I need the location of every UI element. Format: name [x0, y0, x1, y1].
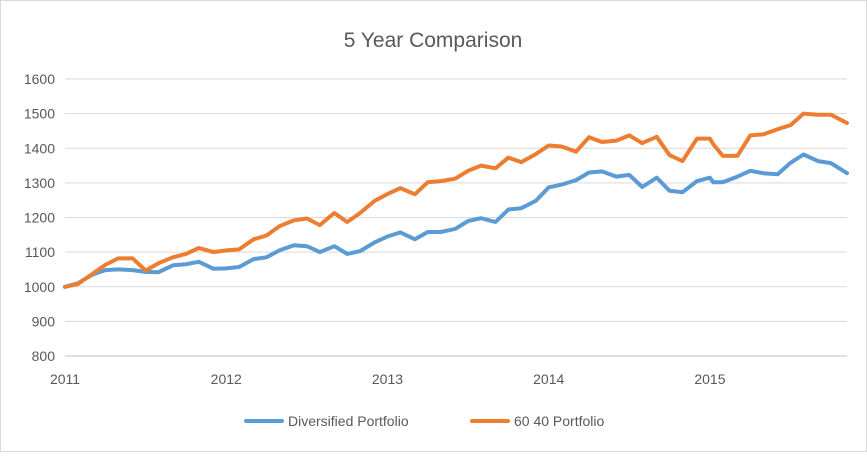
x-axis-tick-labels: 2011 2012 2013 2014 2015: [50, 371, 726, 387]
legend-label: 60 40 Portfolio: [514, 413, 604, 429]
x-tick-label: 2015: [694, 371, 725, 387]
chart-title: 5 Year Comparison: [344, 29, 523, 52]
gridlines: [65, 78, 847, 357]
y-tick-label: 1100: [25, 244, 55, 260]
x-tick-label: 2014: [533, 371, 564, 387]
legend: Diversified Portfolio 60 40 Portfolio: [244, 413, 604, 429]
y-tick-label: 1000: [24, 279, 55, 295]
series-line-60-40: [63, 111, 849, 289]
y-tick-label: 800: [32, 348, 56, 364]
y-tick-label: 1600: [24, 71, 55, 87]
x-tick-label: 2011: [50, 371, 80, 387]
y-tick-label: 900: [32, 313, 56, 329]
series-lines: [63, 111, 849, 289]
legend-label: Diversified Portfolio: [288, 413, 409, 429]
y-tick-label: 1400: [24, 140, 55, 156]
series-line-diversified: [63, 152, 849, 289]
y-tick-label: 1200: [24, 210, 55, 226]
x-tick-label: 2012: [211, 371, 242, 387]
y-tick-label: 1300: [24, 175, 55, 191]
y-axis-tick-labels: 800 900 1000 1100 1200 1300 1400 1500 1600: [24, 71, 55, 364]
x-tick-label: 2013: [372, 371, 403, 387]
y-tick-label: 1500: [24, 106, 55, 122]
